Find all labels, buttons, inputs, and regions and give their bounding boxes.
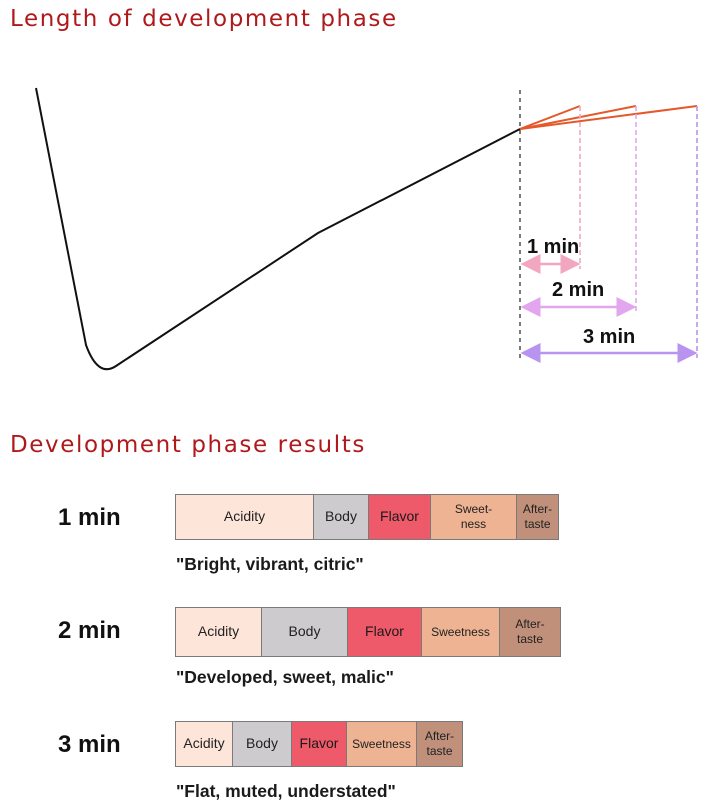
segment-acidity: Acidity — [176, 722, 233, 766]
taste-bar-2: Acidity Body Flavor Sweetness After- taste — [175, 607, 561, 657]
segment-acidity: Acidity — [176, 495, 314, 539]
duration-markers: 1 min 2 min 3 min — [520, 106, 698, 363]
development-line-1 — [519, 105, 581, 130]
segment-body: Body — [262, 608, 348, 656]
duration-label-2: 2 min — [552, 279, 604, 301]
segment-flavor: Flavor — [348, 608, 422, 656]
development-line-3 — [519, 105, 698, 130]
taste-bar-1: Acidity Body Flavor Sweet- ness After- taste — [175, 494, 559, 540]
segment-sweetness: Sweetness — [422, 608, 500, 656]
development-line-2 — [519, 105, 637, 130]
duration-label-1: 1 min — [527, 236, 579, 258]
segment-flavor: Flavor — [369, 495, 431, 539]
taste-bar-3: Acidity Body Flavor Sweetness After- taste — [175, 721, 463, 767]
result-label-1: 1 min — [58, 504, 121, 531]
segment-acidity: Acidity — [176, 608, 262, 656]
segment-aftertaste: After- taste — [500, 608, 560, 656]
segment-sweetness: Sweet- ness — [431, 495, 517, 539]
segment-body: Body — [314, 495, 369, 539]
result-quote-1: "Bright, vibrant, citric" — [176, 554, 364, 574]
roast-curve-diagram: 1 min 2 min 3 min — [35, 87, 698, 371]
segment-aftertaste: After- taste — [517, 495, 558, 539]
diagram-title: Length of development phase — [10, 6, 398, 32]
result-label-3: 3 min — [58, 731, 121, 758]
result-quote-2: "Developed, sweet, malic" — [176, 667, 394, 687]
results-title: Development phase results — [10, 432, 366, 458]
result-label-2: 2 min — [58, 617, 121, 644]
result-quote-3: "Flat, muted, understated" — [176, 781, 396, 801]
development-lines — [519, 105, 698, 130]
roast-curve — [35, 87, 521, 371]
segment-aftertaste: After- taste — [417, 722, 462, 766]
segment-sweetness: Sweetness — [347, 722, 417, 766]
duration-label-3: 3 min — [583, 326, 635, 348]
segment-flavor: Flavor — [292, 722, 347, 766]
segment-body: Body — [233, 722, 292, 766]
